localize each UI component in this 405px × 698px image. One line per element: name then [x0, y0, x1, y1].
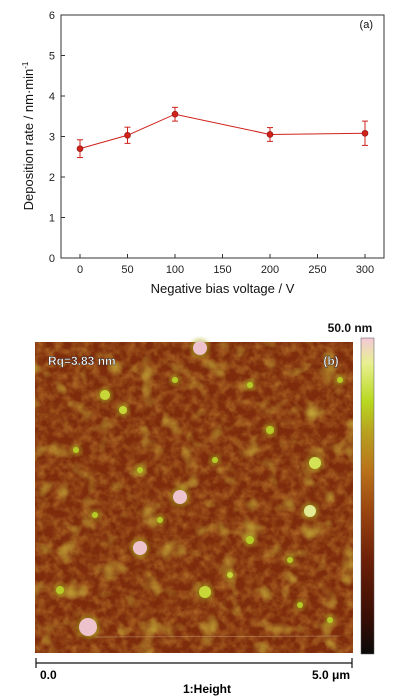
grain-18 — [137, 467, 143, 473]
grain-19 — [287, 557, 293, 563]
afm-height-image-panel: Rq=3.83 nm (b) 50.0 nm 0.0 5.0 μm 1:Heig… — [35, 321, 375, 696]
x-tick-label-5: 250 — [308, 264, 326, 276]
grain-1 — [173, 490, 187, 504]
grain-8 — [199, 586, 211, 598]
data-point-0 — [76, 145, 84, 152]
y-tick-label-1: 1 — [49, 213, 55, 225]
y-tick-label-6: 6 — [49, 10, 55, 22]
x-tick-label-6: 300 — [356, 264, 374, 276]
x-tick-label-2: 100 — [166, 264, 184, 276]
scale-start-label: 0.0 — [40, 668, 57, 682]
plot-frame — [60, 14, 385, 259]
grain-10 — [337, 377, 343, 383]
grain-16 — [73, 447, 79, 453]
rq-annotation: Rq=3.83 nm — [48, 354, 116, 368]
y-tick-label-2: 2 — [49, 172, 55, 184]
grain-3 — [304, 505, 316, 517]
x-tick-label-4: 200 — [261, 264, 279, 276]
y-tick-label-4: 4 — [49, 91, 55, 103]
data-point-3 — [266, 131, 274, 138]
grain-2 — [133, 541, 147, 555]
grain-4 — [309, 457, 321, 469]
x-axis-ticks: 0 50 100 150 200 250 300 — [77, 254, 374, 276]
grain-7 — [119, 406, 127, 414]
grain-14 — [157, 517, 163, 523]
grain-15 — [297, 602, 303, 608]
series-marks — [76, 106, 369, 159]
grain-22 — [247, 382, 253, 388]
y-axis-label-main: Deposition rate / nm·min — [21, 69, 36, 211]
grain-12 — [246, 536, 254, 544]
data-point-2 — [171, 110, 179, 118]
afm-scan-line — [94, 635, 341, 638]
grain-13 — [227, 572, 233, 578]
data-point-4 — [361, 129, 369, 137]
y-tick-label-0: 0 — [49, 253, 55, 265]
grain-5 — [79, 618, 97, 636]
grain-17 — [172, 377, 178, 383]
y-tick-label-5: 5 — [49, 51, 55, 63]
y-axis-label-superscript: -1 — [21, 61, 30, 69]
y-axis-ticks: 0 1 2 3 4 5 6 — [49, 10, 65, 265]
channel-label: 1:Height — [183, 682, 231, 696]
grain-11 — [56, 586, 64, 594]
y-tick-label-3: 3 — [49, 132, 55, 144]
colorbar — [360, 337, 375, 655]
deposition-rate-chart: 0 1 2 3 4 5 6 0 50 100 150 200 250 300 (a) Negative … — [21, 10, 385, 296]
grain-6 — [100, 390, 110, 400]
grain-21 — [92, 512, 98, 518]
afm-grains — [53, 338, 346, 639]
data-point-1 — [124, 131, 131, 139]
grain-20 — [327, 617, 333, 623]
colorbar-max-label: 50.0 nm — [328, 321, 373, 335]
scale-end-label: 5.0 μm — [312, 668, 350, 682]
y-axis-label: Deposition rate / nm·min-1 — [21, 61, 36, 210]
x-tick-label-3: 150 — [213, 264, 231, 276]
x-axis-label: Negative bias voltage / V — [151, 281, 295, 296]
grain-9 — [266, 426, 274, 434]
x-tick-label-1: 50 — [121, 264, 133, 276]
panel-label-a: (a) — [360, 19, 373, 31]
x-tick-label-0: 0 — [77, 264, 83, 276]
grain-23 — [212, 457, 218, 463]
grain-0 — [193, 341, 207, 355]
panel-label-b: (b) — [323, 354, 338, 368]
series-line-0 — [79, 113, 366, 150]
